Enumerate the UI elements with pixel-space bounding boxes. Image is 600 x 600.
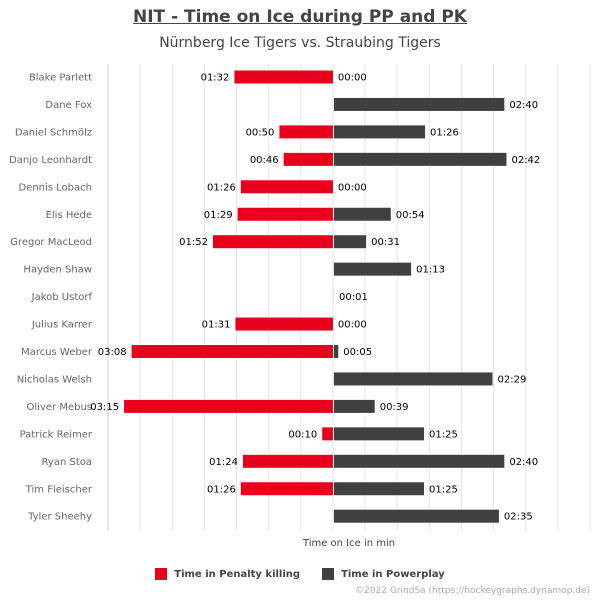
- bar-penalty-killing: [212, 235, 333, 249]
- bar-penalty-killing: [279, 125, 333, 139]
- bar-powerplay: [333, 399, 375, 413]
- category-label: Daniel Schmölz: [15, 127, 92, 138]
- bar-powerplay: [333, 152, 507, 166]
- category-label: Blake Parlett: [29, 73, 92, 84]
- bar-powerplay: [333, 345, 339, 358]
- bar-penalty-killing: [283, 152, 333, 166]
- bar-powerplay: [333, 235, 367, 249]
- data-label-penalty-killing: 00:50: [246, 127, 275, 138]
- category-label: Ryan Stoa: [42, 457, 92, 468]
- x-axis-label: Time on Ice in min: [302, 538, 395, 549]
- bar-penalty-killing: [235, 317, 333, 331]
- data-label-powerplay: 01:25: [429, 484, 458, 495]
- bar-powerplay: [333, 97, 505, 111]
- chart-title: NIT - Time on Ice during PP and PK: [133, 7, 467, 27]
- bar-penalty-killing: [237, 207, 333, 221]
- data-label-powerplay: 02:42: [511, 155, 540, 166]
- category-label: Elis Hede: [46, 210, 92, 221]
- category-label: Nicholas Welsh: [17, 374, 92, 385]
- data-label-penalty-killing: 01:52: [179, 237, 208, 248]
- data-label-powerplay: 00:00: [338, 320, 367, 331]
- data-label-penalty-killing: 01:24: [209, 457, 238, 468]
- data-label-powerplay: 00:01: [339, 292, 368, 303]
- category-label: Jakob Ustorf: [31, 292, 93, 303]
- credit-text: ©2022 GrindSa (https://hockeygraphs.dyna…: [355, 586, 590, 596]
- category-label: Oliver Mebus: [27, 402, 92, 413]
- data-label-powerplay: 02:29: [498, 374, 527, 385]
- category-label: Gregor MacLeod: [10, 237, 92, 248]
- category-label: Danjo Leonhardt: [9, 155, 92, 166]
- chart-legend: Time in Penalty killing Time in Powerpla…: [0, 568, 600, 580]
- category-label: Marcus Weber: [21, 347, 93, 358]
- bar-powerplay: [333, 482, 424, 496]
- bar-penalty-killing: [124, 399, 333, 413]
- data-label-powerplay: 00:00: [338, 73, 367, 84]
- data-label-powerplay: 01:13: [416, 265, 445, 276]
- legend-label-pk: Time in Penalty killing: [174, 568, 301, 580]
- category-label: Tyler Sheehy: [27, 512, 92, 523]
- bar-penalty-killing: [322, 427, 333, 441]
- data-label-powerplay: 02:40: [509, 457, 538, 468]
- bar-powerplay: [333, 427, 424, 441]
- bar-penalty-killing: [242, 454, 333, 468]
- legend-item-pk[interactable]: Time in Penalty killing: [155, 568, 300, 580]
- data-label-powerplay: 02:40: [509, 100, 538, 111]
- bar-powerplay: [333, 509, 499, 523]
- category-label: Patrick Reimer: [20, 429, 93, 440]
- bar-penalty-killing: [240, 180, 333, 194]
- bar-powerplay: [333, 262, 412, 276]
- data-label-penalty-killing: 03:08: [98, 347, 127, 358]
- bar-powerplay: [333, 454, 505, 468]
- bar-powerplay: [333, 125, 426, 139]
- legend-item-pp[interactable]: Time in Powerplay: [322, 568, 445, 580]
- bar-penalty-killing: [131, 345, 333, 358]
- legend-label-pp: Time in Powerplay: [341, 568, 445, 580]
- data-label-penalty-killing: 01:32: [201, 73, 230, 84]
- data-label-powerplay: 02:35: [504, 512, 533, 523]
- data-label-penalty-killing: 01:31: [202, 320, 231, 331]
- data-label-powerplay: 00:54: [396, 210, 425, 221]
- legend-swatch-pp: [322, 568, 335, 580]
- data-label-penalty-killing: 00:46: [250, 155, 279, 166]
- data-label-penalty-killing: 01:26: [207, 182, 236, 193]
- data-label-penalty-killing: 01:26: [207, 484, 236, 495]
- bar-penalty-killing: [234, 70, 333, 84]
- data-label-powerplay: 01:25: [429, 429, 458, 440]
- bar-powerplay: [333, 372, 493, 386]
- category-label: Tim Fleischer: [25, 484, 93, 495]
- category-label: Dane Fox: [45, 100, 92, 111]
- data-label-penalty-killing: 01:29: [204, 210, 233, 221]
- bar-powerplay: [333, 207, 391, 221]
- data-label-powerplay: 00:31: [371, 237, 400, 248]
- bar-penalty-killing: [240, 482, 333, 496]
- category-label: Hayden Shaw: [23, 265, 92, 276]
- category-label: Julius Karrer: [31, 320, 93, 331]
- chart-subtitle: Nürnberg Ice Tigers vs. Straubing Tigers: [159, 35, 441, 51]
- data-label-powerplay: 01:26: [430, 127, 459, 138]
- data-label-penalty-killing: 03:15: [90, 402, 119, 413]
- data-label-powerplay: 00:39: [380, 402, 409, 413]
- data-label-powerplay: 00:05: [343, 347, 372, 358]
- category-label: Dennis Lobach: [18, 182, 92, 193]
- data-label-penalty-killing: 00:10: [288, 429, 317, 440]
- data-label-powerplay: 00:00: [338, 182, 367, 193]
- legend-swatch-pk: [155, 568, 168, 580]
